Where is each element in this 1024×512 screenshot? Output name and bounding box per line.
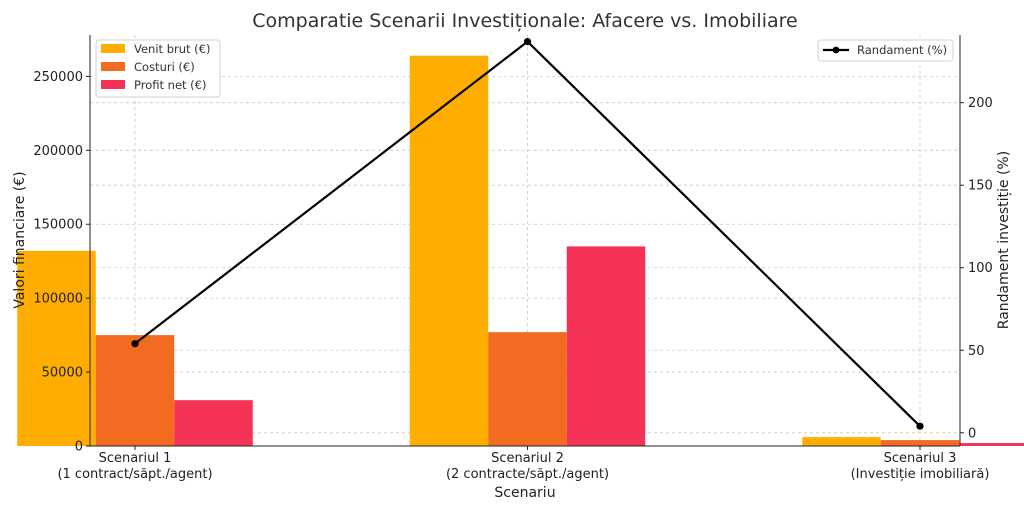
x-tick-label-line2: (1 contract/săpt./agent) <box>57 467 212 482</box>
x-tick-label-line1: Scenariul 3 <box>884 451 957 466</box>
y-axis-title: Valori financiare (€) <box>12 171 28 308</box>
y2-tick-label: 0 <box>968 426 976 441</box>
bar-3-3 <box>959 443 1024 446</box>
x-tick-label-line2: (Investiție imobiliară) <box>851 467 990 482</box>
y2-tick-label: 100 <box>968 261 993 276</box>
y-tick-label: 0 <box>75 440 83 455</box>
legend-label-1: Venit brut (€) <box>134 42 210 56</box>
bar-layer <box>17 55 1024 446</box>
x-tick-label-line1: Scenariul 1 <box>99 451 172 466</box>
line-point-1 <box>131 340 139 348</box>
legend-line-marker <box>832 46 840 54</box>
y2-tick-label: 50 <box>968 344 985 359</box>
bar-2-3 <box>880 440 960 446</box>
bar-3-1 <box>174 400 253 446</box>
legend-label-3: Profit net (€) <box>134 78 206 92</box>
legend-line-label: Randament (%) <box>857 43 947 57</box>
y-tick-label: 250000 <box>33 70 83 85</box>
bar-2-2 <box>488 332 567 446</box>
axes-layer: 0 50000 100000 150000 200000 250000 0 50 100 150 2… <box>33 35 993 482</box>
chart-title: Comparatie Scenarii Investiționale: Afac… <box>252 10 797 32</box>
bar-2-1 <box>95 335 175 446</box>
legend-swatch-2 <box>101 62 125 71</box>
legend-box-line <box>817 39 954 62</box>
bar-1-2 <box>409 55 489 446</box>
x-tick-label-line2: (2 contracte/săpt./agent) <box>446 467 609 482</box>
y2-tick-label: 200 <box>968 96 993 111</box>
legend-label-2: Costuri (€) <box>134 60 195 74</box>
y-tick-label: 50000 <box>42 366 83 381</box>
bar-1-1 <box>17 250 96 446</box>
y2-axis-title: Randament investiție (%) <box>996 151 1012 329</box>
legend-box-bars <box>95 39 221 98</box>
y-tick-label: 150000 <box>33 218 83 233</box>
x-tick-label-line1: Scenariul 2 <box>491 451 564 466</box>
line-layer <box>131 38 924 430</box>
bar-3-2 <box>566 246 646 446</box>
bar-1-3 <box>802 437 881 446</box>
line-point-2 <box>523 38 532 46</box>
y-tick-label: 100000 <box>33 292 83 307</box>
legend-layer: Venit brut (€) Costuri (€) Profit net (€) R… <box>95 39 954 98</box>
y2-tick-label: 150 <box>968 179 993 194</box>
legend-swatch-3 <box>101 80 125 89</box>
line-point-3 <box>916 422 924 430</box>
y-tick-label: 200000 <box>33 144 83 159</box>
x-axis-title: Scenariu <box>494 485 555 501</box>
legend-swatch-1 <box>101 44 125 53</box>
